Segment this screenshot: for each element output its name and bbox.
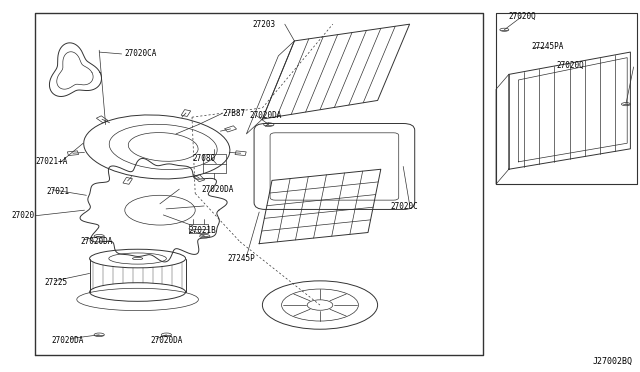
Text: 27203: 27203 xyxy=(253,20,276,29)
Bar xyxy=(97,116,108,123)
Text: 27020DA: 27020DA xyxy=(250,111,282,120)
Text: 27B87: 27B87 xyxy=(223,109,246,118)
Text: 27245P: 27245P xyxy=(227,254,255,263)
Text: 27020DA: 27020DA xyxy=(51,336,84,345)
Text: 27020Q: 27020Q xyxy=(509,12,536,21)
Text: 27021+A: 27021+A xyxy=(35,157,68,166)
Text: 27225: 27225 xyxy=(45,278,68,287)
Bar xyxy=(67,151,79,155)
Text: 27021B: 27021B xyxy=(189,226,216,235)
Text: 27021: 27021 xyxy=(46,187,69,196)
Text: 27020DA: 27020DA xyxy=(80,237,113,246)
Text: 27080: 27080 xyxy=(192,154,215,163)
Text: 27020DA: 27020DA xyxy=(202,185,234,194)
Bar xyxy=(194,175,205,182)
Text: 27020DA: 27020DA xyxy=(150,336,183,345)
Bar xyxy=(235,151,246,155)
Text: 27020CA: 27020CA xyxy=(125,49,157,58)
Text: 27020C: 27020C xyxy=(390,202,418,211)
Text: 27020: 27020 xyxy=(12,211,35,220)
Bar xyxy=(225,126,237,132)
Text: 27245PA: 27245PA xyxy=(531,42,564,51)
Text: J27002BQ: J27002BQ xyxy=(593,357,632,366)
Bar xyxy=(123,177,132,184)
Bar xyxy=(181,110,191,116)
Text: 27020Q: 27020Q xyxy=(557,61,584,70)
